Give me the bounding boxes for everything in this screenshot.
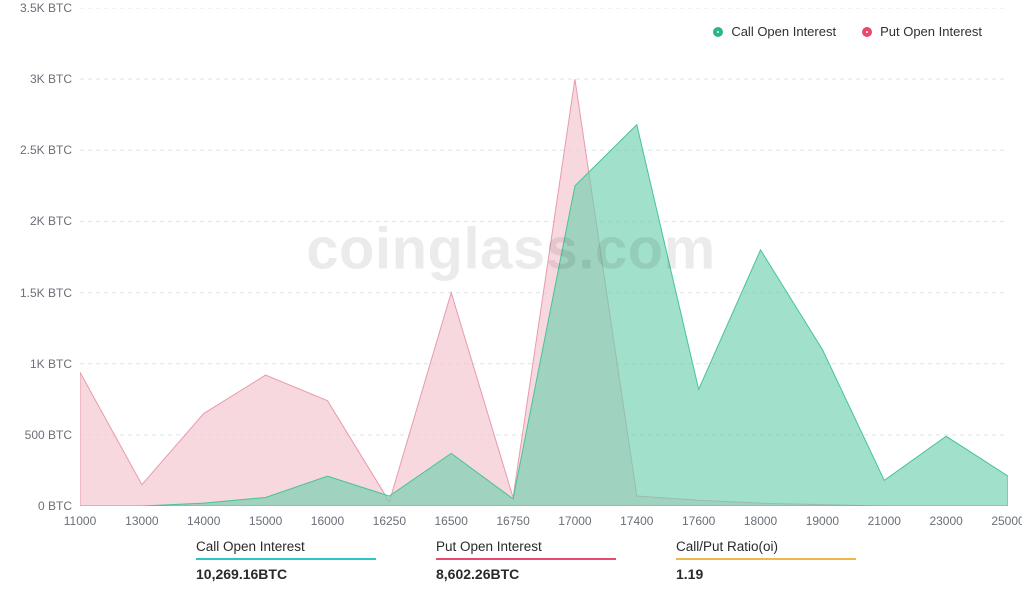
legend-dot-call — [713, 27, 723, 37]
stat-put: Put Open Interest 8,602.26BTC — [436, 539, 616, 582]
xtick-label: 13000 — [125, 514, 158, 528]
stat-ratio-label: Call/Put Ratio(oi) — [676, 539, 856, 558]
xtick-label: 16750 — [496, 514, 529, 528]
ytick-label: 2.5K BTC — [0, 143, 72, 157]
chart-container: coinglass.com Call Open Interest Put Ope… — [0, 0, 1022, 592]
legend: Call Open Interest Put Open Interest — [713, 24, 982, 39]
stat-put-label: Put Open Interest — [436, 539, 616, 558]
xtick-label: 19000 — [806, 514, 839, 528]
xtick-label: 14000 — [187, 514, 220, 528]
stat-call-rule — [196, 558, 376, 560]
xtick-label: 23000 — [929, 514, 962, 528]
xtick-label: 11000 — [64, 514, 96, 528]
xtick-label: 15000 — [249, 514, 282, 528]
ytick-label: 1K BTC — [0, 357, 72, 371]
stat-call-value: 10,269.16BTC — [196, 566, 376, 582]
stat-ratio-rule — [676, 558, 856, 560]
stats-row: Call Open Interest 10,269.16BTC Put Open… — [196, 539, 992, 582]
ytick-label: 2K BTC — [0, 214, 72, 228]
stat-put-rule — [436, 558, 616, 560]
ytick-label: 0 BTC — [0, 499, 72, 513]
legend-item-call[interactable]: Call Open Interest — [713, 24, 836, 39]
xtick-label: 16000 — [311, 514, 344, 528]
xtick-label: 17400 — [620, 514, 653, 528]
xtick-label: 18000 — [744, 514, 777, 528]
legend-dot-put — [862, 27, 872, 37]
ytick-label: 3K BTC — [0, 72, 72, 86]
legend-label-call: Call Open Interest — [731, 24, 836, 39]
chart-svg — [80, 8, 1008, 506]
xtick-label: 17000 — [558, 514, 591, 528]
ytick-label: 500 BTC — [0, 428, 72, 442]
ytick-label: 3.5K BTC — [0, 1, 72, 15]
stat-ratio-value: 1.19 — [676, 566, 856, 582]
legend-item-put[interactable]: Put Open Interest — [862, 24, 982, 39]
xtick-label: 16500 — [435, 514, 468, 528]
ytick-label: 1.5K BTC — [0, 286, 72, 300]
legend-label-put: Put Open Interest — [880, 24, 982, 39]
stat-put-value: 8,602.26BTC — [436, 566, 616, 582]
xtick-label: 17600 — [682, 514, 715, 528]
xtick-label: 16250 — [373, 514, 406, 528]
stat-call-label: Call Open Interest — [196, 539, 376, 558]
stat-ratio: Call/Put Ratio(oi) 1.19 — [676, 539, 856, 582]
xtick-label: 25000 — [991, 514, 1022, 528]
xtick-label: 21000 — [868, 514, 901, 528]
plot-area — [80, 8, 1008, 506]
stat-call: Call Open Interest 10,269.16BTC — [196, 539, 376, 582]
